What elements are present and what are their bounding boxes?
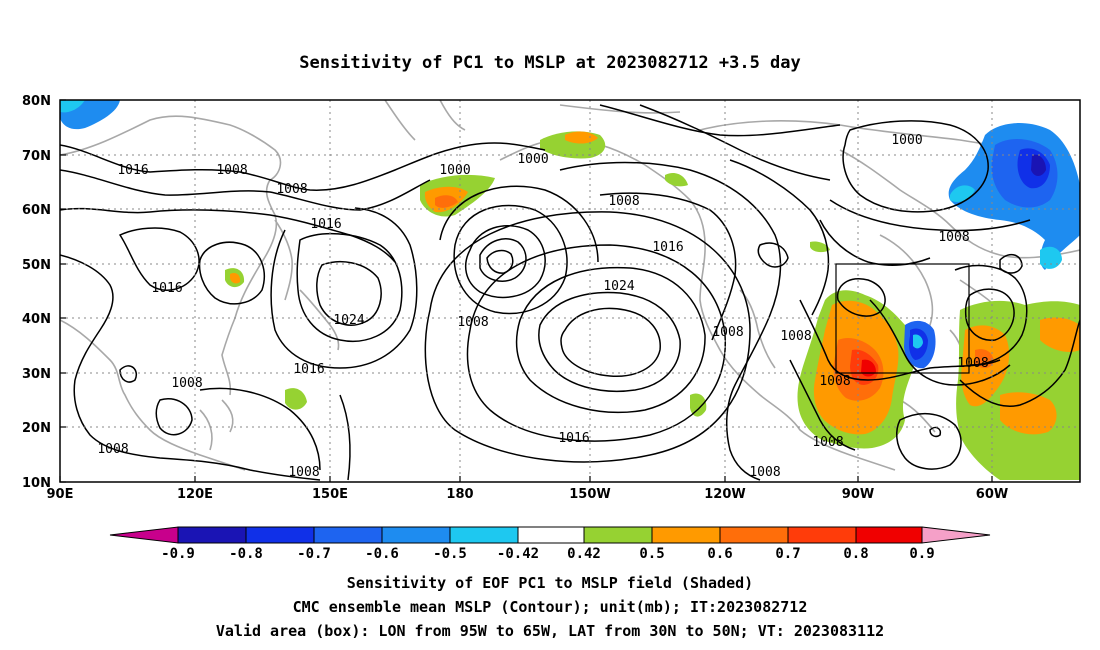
colorbar-label: -0.6 <box>365 546 399 562</box>
lat-tick-label: 20N <box>22 421 51 436</box>
axis-ticks <box>59 99 993 483</box>
contour-label: 1000 <box>891 133 922 148</box>
contour-label: 1008 <box>608 194 639 209</box>
caption-line-3: Valid area (box): LON from 95W to 65W, L… <box>216 622 884 640</box>
colorbar-bin <box>313 526 383 544</box>
lat-tick-label: 70N <box>22 149 51 164</box>
contour-label: 1016 <box>310 217 341 232</box>
colorbar-bin <box>583 526 653 544</box>
contour-labels: 1016 1008 1008 1000 1000 1008 1000 1016 … <box>97 133 988 480</box>
colorbar-label: 0.8 <box>843 546 868 562</box>
sensitivity-shading <box>60 100 1080 480</box>
contour-label: 1008 <box>216 163 247 178</box>
contour-label: 1000 <box>439 163 470 178</box>
contour-label: 1024 <box>603 279 634 294</box>
colorbar: -0.9 -0.8 -0.7 -0.6 -0.5 -0.42 0.42 0.5 … <box>109 526 991 562</box>
contour-label: 1008 <box>276 182 307 197</box>
colorbar-bin <box>381 526 451 544</box>
lon-tick-labels: 90E 120E 150E 180 150W 120W 90W 60W <box>47 487 1009 502</box>
mslp-contours <box>60 104 1080 481</box>
contour-label: 1016 <box>117 163 148 178</box>
lat-tick-label: 60N <box>22 203 51 218</box>
colorbar-bin <box>651 526 721 544</box>
contour-label: 1008 <box>957 356 988 371</box>
lat-tick-labels: 80N 70N 60N 50N 40N 30N 20N 10N <box>22 94 51 491</box>
map-panel: 1016 1008 1008 1000 1000 1008 1000 1016 … <box>22 94 1081 502</box>
contour-label: 1016 <box>652 240 683 255</box>
contour-label: 1008 <box>712 325 743 340</box>
contour-label: 1008 <box>749 465 780 480</box>
lon-tick-label: 150W <box>569 487 610 502</box>
lon-tick-label: 90W <box>842 487 874 502</box>
contour-label: 1008 <box>819 374 850 389</box>
colorbar-label: 0.9 <box>909 546 934 562</box>
contour-label: 1000 <box>517 152 548 167</box>
lon-tick-label: 180 <box>446 487 473 502</box>
colorbar-label: 0.7 <box>775 546 800 562</box>
lon-tick-label: 60W <box>976 487 1008 502</box>
colorbar-bin <box>855 526 923 544</box>
contour-label: 1008 <box>457 315 488 330</box>
lon-tick-label: 120W <box>704 487 745 502</box>
colorbar-bin <box>787 526 857 544</box>
colorbar-label: 0.42 <box>567 546 601 562</box>
contour-label: 1024 <box>333 313 364 328</box>
map-background <box>60 100 1080 482</box>
contour-label: 1008 <box>812 435 843 450</box>
colorbar-label: -0.9 <box>161 546 195 562</box>
caption-line-2: CMC ensemble mean MSLP (Contour); unit(m… <box>293 598 808 616</box>
contour-label: 1016 <box>558 431 589 446</box>
colorbar-label: 0.6 <box>707 546 732 562</box>
lon-tick-label: 150E <box>312 487 348 502</box>
colorbar-label: -0.5 <box>433 546 467 562</box>
lat-tick-label: 40N <box>22 312 51 327</box>
colorbar-label: -0.8 <box>229 546 263 562</box>
map-frame <box>59 99 1081 483</box>
plot-title: Sensitivity of PC1 to MSLP at 2023082712… <box>299 53 801 73</box>
colorbar-below-triangle <box>109 526 179 544</box>
contour-label: 1008 <box>780 329 811 344</box>
colorbar-bin <box>517 526 585 544</box>
contour-label: 1008 <box>288 465 319 480</box>
colorbar-bin <box>449 526 519 544</box>
colorbar-label: -0.7 <box>297 546 331 562</box>
contour-label: 1008 <box>938 230 969 245</box>
colorbar-label: -0.42 <box>497 546 539 562</box>
colorbar-above-triangle <box>921 526 991 544</box>
contour-label: 1008 <box>97 442 128 457</box>
colorbar-bin <box>719 526 789 544</box>
valid-area-box <box>835 263 970 374</box>
colorbar-bin <box>245 526 315 544</box>
lon-tick-label: 120E <box>177 487 213 502</box>
lat-tick-label: 10N <box>22 476 51 491</box>
lat-tick-label: 50N <box>22 258 51 273</box>
colorbar-label: 0.5 <box>639 546 664 562</box>
contour-label: 1016 <box>293 362 324 377</box>
colorbar-bin <box>177 526 247 544</box>
lat-lon-grid <box>60 100 1080 482</box>
contour-label: 1016 <box>151 281 182 296</box>
lon-tick-label: 90E <box>47 487 74 502</box>
lat-tick-label: 80N <box>22 94 51 109</box>
caption-line-1: Sensitivity of EOF PC1 to MSLP field (Sh… <box>347 574 753 592</box>
lat-tick-label: 30N <box>22 367 51 382</box>
contour-label: 1008 <box>171 376 202 391</box>
